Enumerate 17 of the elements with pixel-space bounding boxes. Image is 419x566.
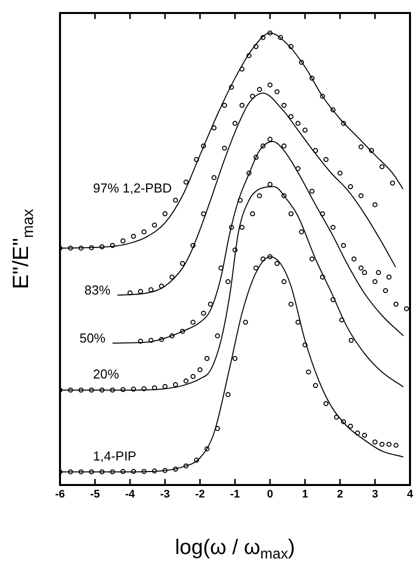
series-label: 1,4-PIP [93,448,136,464]
x-tick-label: -3 [160,488,170,501]
x-tick-label: -1 [230,488,240,501]
x-tick-label: 1 [302,488,308,501]
series-label: 83% [84,282,111,298]
series-label: 97% 1,2-PBD [93,180,172,196]
x-tick-label: -2 [195,488,205,501]
x-tick-label: 0 [266,488,274,501]
y-axis-title: E"/E"max [8,208,37,290]
x-tick-label: 3 [372,488,378,501]
series-label: 20% [93,366,120,382]
x-tick-label: -6 [55,488,65,501]
series-label: 50% [79,330,106,346]
x-tick-label: 2 [336,488,344,501]
x-tick-label: 4 [406,488,414,501]
x-tick-label: -5 [90,488,100,501]
x-tick-label: -4 [125,488,136,501]
